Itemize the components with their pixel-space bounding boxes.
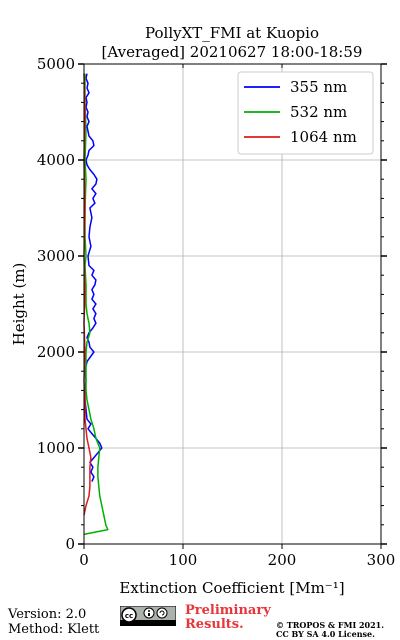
legend-label: 1064 nm [290,128,357,146]
legend-label: 355 nm [290,78,347,96]
y-tick-label: 3000 [37,247,75,265]
y-tick-label: 4000 [37,151,75,169]
y-tick-label: 2000 [37,343,75,361]
y-axis-label: Height (m) [10,263,28,346]
x-axis-label: Extinction Coefficient [Mm⁻¹] [119,579,344,597]
x-axis-ticks: 0 100 200 300 [79,64,395,569]
series-lines [83,73,109,536]
y-tick-label: 1000 [37,439,75,457]
y-tick-label: 5000 [37,55,75,73]
cc-by-sa-badge: cc [120,606,176,626]
x-tick-label: 0 [79,551,89,569]
y-axis-ticks: 0 1000 2000 3000 4000 5000 [37,55,387,553]
x-tick-label: 300 [367,551,396,569]
chart-title-line1: PollyXT_FMI at Kuopio [145,24,319,42]
legend-box [237,71,374,155]
copyright-line2: CC BY SA 4.0 License. [276,629,375,639]
chart-title-line2: [Averaged] 20210627 18:00-18:59 [102,43,363,61]
y-tick-label: 0 [65,535,75,553]
x-tick-label: 100 [169,551,198,569]
x-tick-label: 200 [268,551,297,569]
legend-label: 532 nm [290,103,347,121]
plot-frame [83,63,382,545]
cc-badge-text: cc [125,612,133,620]
preliminary-label-line2: Results. [185,617,244,632]
legend: 355 nm 532 nm 1064 nm [237,71,374,155]
version-label: Version: 2.0 [8,607,87,622]
preliminary-label-line1: Preliminary [185,603,271,618]
series-line-355-nm [84,73,103,482]
copyright-line1: © TROPOS & FMI 2021. [276,620,385,630]
legend-entries: 355 nm 532 nm 1064 nm [244,78,357,146]
series-line-1064-nm [83,73,92,516]
method-label: Method: Klett [8,622,100,637]
